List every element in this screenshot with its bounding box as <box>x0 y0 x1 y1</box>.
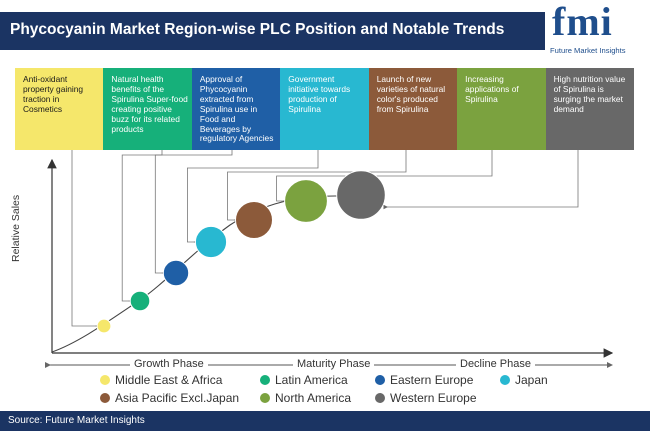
connector-3 <box>154 150 233 276</box>
connector-2 <box>121 150 163 304</box>
point-eastern-europe <box>162 259 190 287</box>
legend-swatch <box>375 393 385 403</box>
fmi-logo: fmi Future Market Insights <box>548 0 648 60</box>
chart-title: Phycocyanin Market Region-wise PLC Posit… <box>10 21 505 38</box>
legend-label: Asia Pacific Excl.Japan <box>115 391 240 405</box>
legend-swatch <box>500 375 510 385</box>
trend-box-3: Approval of Phycocyanin extracted from S… <box>191 68 281 150</box>
trend-box-4: Government initiative towards production… <box>280 68 370 150</box>
trend-box-6: Increasing applications of Spirulina <box>457 68 547 150</box>
legend-item-7: Western Europe <box>375 391 477 405</box>
phase-growth: Growth Phase <box>130 358 208 370</box>
legend: Middle East & Africa Latin America Eastern… <box>100 373 600 413</box>
legend-item-3: Eastern Europe <box>375 373 473 387</box>
header: Phycocyanin Market Region-wise PLC Posit… <box>0 0 650 60</box>
point-north-america <box>284 179 328 223</box>
point-middle-east-africa <box>96 318 112 334</box>
legend-item-5: Asia Pacific Excl.Japan <box>100 391 239 405</box>
footer: Source: Future Market Insights <box>0 411 650 431</box>
trend-box-5: Launch of new varieties of natural color… <box>368 68 458 150</box>
phase-maturity: Maturity Phase <box>293 358 375 370</box>
connector-1 <box>71 150 101 329</box>
legend-swatch <box>260 375 270 385</box>
legend-label: Western Europe <box>390 391 477 405</box>
trend-box-1: Anti-oxidant property gaining traction i… <box>15 68 104 150</box>
y-axis-label: Relative Sales <box>10 194 22 262</box>
legend-item-2: Latin America <box>260 373 348 387</box>
connector-7 <box>383 150 579 210</box>
point-latin-america <box>129 290 151 312</box>
legend-swatch <box>260 393 270 403</box>
legend-label: Eastern Europe <box>390 373 474 387</box>
phase-decline: Decline Phase <box>456 358 535 370</box>
legend-label: Latin America <box>275 373 348 387</box>
legend-swatch <box>100 393 110 403</box>
logo-name: Future Market Insights <box>550 46 626 55</box>
point-western-europe <box>336 170 386 220</box>
trend-box-2: Natural health benefits of the Spirulina… <box>103 68 193 150</box>
legend-swatch <box>100 375 110 385</box>
legend-label: North America <box>275 391 352 405</box>
legend-swatch <box>375 375 385 385</box>
point-japan <box>194 225 228 259</box>
legend-label: Japan <box>515 373 548 387</box>
point-asia-pacific-excl-japan <box>235 201 273 239</box>
connector-4 <box>186 150 319 245</box>
connector-5 <box>227 150 407 223</box>
trend-box-7: High nutrition value of Spirulina is sur… <box>545 68 635 150</box>
legend-item-4: Japan <box>500 373 548 387</box>
title-band: Phycocyanin Market Region-wise PLC Posit… <box>0 12 545 50</box>
trend-boxes: Anti-oxidant property gaining traction i… <box>15 68 635 150</box>
legend-item-6: North America <box>260 391 351 405</box>
source-note: Source: Future Market Insights <box>8 415 145 426</box>
connector-6 <box>276 150 493 204</box>
legend-item-1: Middle East & Africa <box>100 373 222 387</box>
logo-mark: fmi <box>552 0 613 44</box>
legend-label: Middle East & Africa <box>115 373 223 387</box>
